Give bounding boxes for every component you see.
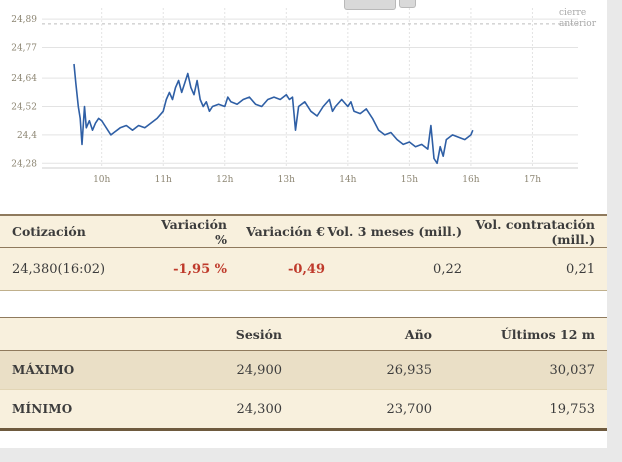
svg-text:24,77: 24,77 [11, 43, 37, 53]
svg-text:10h: 10h [93, 175, 110, 185]
quote-value-cotizacion: 24,380(16:02) [12, 261, 106, 277]
svg-text:24,4: 24,4 [17, 131, 37, 141]
toolbar-button-truncated-1[interactable] [344, 0, 396, 10]
price-chart-svg: 24,89 24,77 24,64 24,52 24,4 24,28 10h 11h 12h 13… [11, 8, 578, 185]
minimo-sesion: 24,300 [236, 401, 283, 417]
quote-value-variacion-eur: -0,49 [287, 261, 325, 277]
row-label-minimo: MÍNIMO [12, 402, 73, 416]
svg-text:24,89: 24,89 [11, 15, 37, 25]
svg-text:24,28: 24,28 [11, 159, 37, 169]
toolbar-button-truncated-2[interactable] [399, 0, 416, 8]
column-header-vol-3m: Vol. 3 meses (mill.) [327, 224, 462, 239]
column-header-ultimos-12m: Últimos 12 m [500, 326, 595, 342]
quote-table-header-row: Cotización Variación % Variación € Vol. … [0, 216, 607, 248]
content-panel: 24,89 24,77 24,64 24,52 24,4 24,28 10h 11h 12h 13… [0, 0, 607, 448]
svg-text:11h: 11h [155, 175, 172, 185]
column-header-variacion-pct: Variación % [161, 216, 227, 247]
column-header-sesion: Sesión [235, 326, 282, 342]
range-table-header-row: Sesión Año Últimos 12 m [0, 318, 607, 351]
range-table: Sesión Año Últimos 12 m MÁXIMO 24,900 26… [0, 317, 607, 431]
column-header-vol-contratacion: Vol. contratación (mill.) [475, 216, 596, 247]
table-row-minimo: MÍNIMO 24,300 23,700 19,753 [0, 389, 607, 428]
previous-close-label: cierre anterior [559, 8, 597, 30]
maximo-ano: 26,935 [386, 362, 433, 378]
svg-text:12h: 12h [216, 175, 233, 185]
svg-text:14h: 14h [339, 175, 356, 185]
svg-text:16h: 16h [462, 175, 479, 185]
svg-text:24,64: 24,64 [11, 74, 37, 84]
row-label-maximo: MÁXIMO [12, 363, 75, 377]
minimo-ano: 23,700 [386, 401, 433, 417]
svg-text:15h: 15h [401, 175, 418, 185]
quote-value-vol-contratacion: 0,21 [566, 261, 595, 277]
table-row-maximo: MÁXIMO 24,900 26,935 30,037 [0, 351, 607, 389]
quote-summary-table: Cotización Variación % Variación € Vol. … [0, 214, 607, 291]
column-header-variacion-eur: Variación € [246, 224, 325, 239]
maximo-sesion: 24,900 [236, 362, 283, 378]
quote-value-vol-3m: 0,22 [433, 261, 462, 277]
svg-text:24,52: 24,52 [11, 103, 37, 113]
svg-text:17h: 17h [524, 175, 541, 185]
minimo-ultimos-12m: 19,753 [549, 401, 596, 417]
column-header-cotizacion: Cotización [12, 224, 86, 239]
maximo-ultimos-12m: 30,037 [549, 362, 596, 378]
svg-text:13h: 13h [278, 175, 295, 185]
quote-value-variacion-pct: -1,95 % [173, 261, 227, 277]
intraday-chart: 24,89 24,77 24,64 24,52 24,4 24,28 10h 11h 12h 13… [0, 0, 607, 200]
column-header-ano: Año [404, 326, 432, 342]
quote-table-value-row: 24,380(16:02) -1,95 % -0,49 0,22 0,21 [0, 248, 607, 290]
